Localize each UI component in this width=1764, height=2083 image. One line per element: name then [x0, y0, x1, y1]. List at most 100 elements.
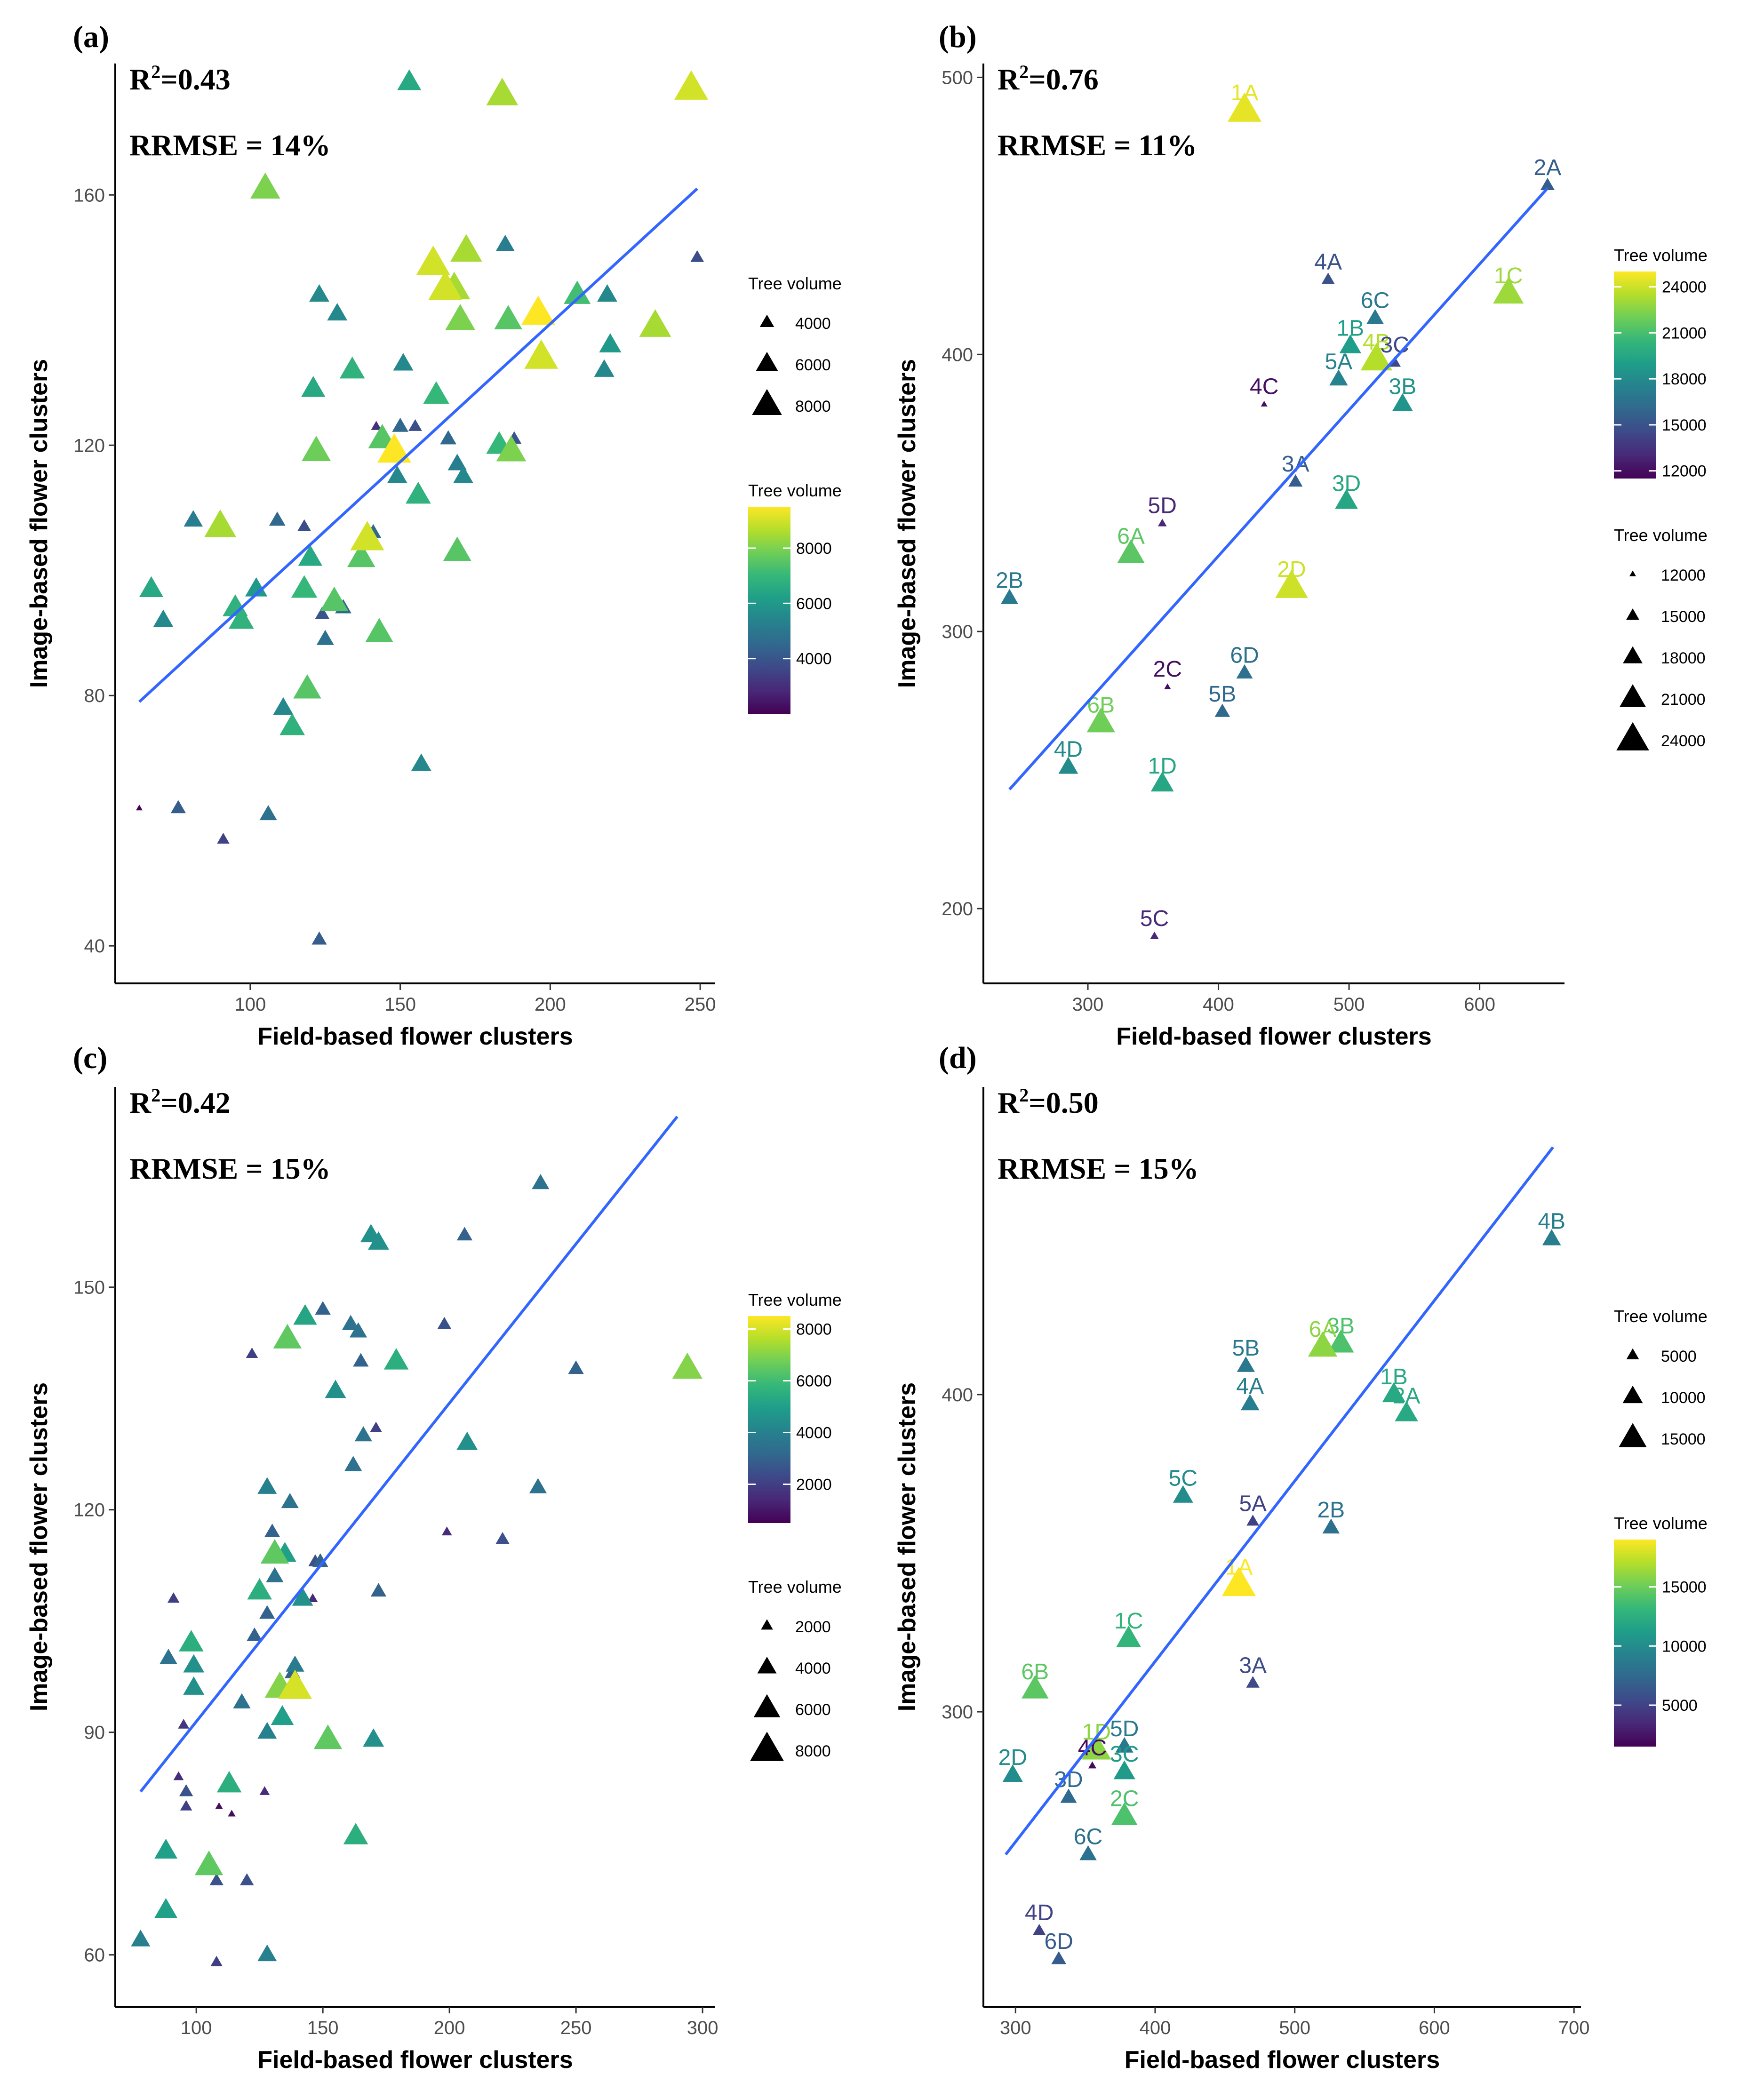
colorbar [1614, 1540, 1656, 1747]
colorbar-label: 6000 [796, 1373, 832, 1390]
data-point [408, 419, 422, 431]
data-point [233, 1693, 251, 1708]
y-tick-label: 120 [73, 435, 105, 456]
data-point [257, 1722, 277, 1739]
data-point [136, 805, 143, 811]
point-label: 5B [1209, 682, 1237, 707]
data-point [597, 284, 617, 302]
legend-size: Tree volume 5000 10000 15000 [1614, 1307, 1708, 1448]
data-point [278, 1669, 312, 1699]
point-label: 6C [1361, 288, 1389, 313]
point-label: 5A [1239, 1492, 1267, 1516]
data-point [344, 1456, 362, 1471]
y-axis-title: Image-based flower clusters [25, 1382, 53, 1711]
point-label: 3A [1239, 1653, 1267, 1678]
data-point [257, 1944, 277, 1962]
data-point [1308, 1331, 1338, 1357]
colorbar-label: 2000 [796, 1476, 832, 1494]
data-point [209, 1873, 223, 1885]
legend-size-label: 4000 [795, 315, 831, 333]
panel-label: (d) [939, 1041, 977, 1075]
data-point [216, 1771, 242, 1793]
r2-annotation: R2=0.50 [998, 1085, 1099, 1119]
y-tick-label: 40 [84, 936, 105, 957]
data-point [210, 1955, 223, 1966]
x-tick-label: 300 [1000, 2018, 1031, 2038]
point-label: 5C [1169, 1466, 1197, 1491]
data-point [325, 1380, 346, 1398]
colorbar-label: 8000 [796, 1321, 832, 1339]
point-label: 1C [1494, 263, 1523, 288]
legend-size-label: 8000 [795, 1742, 831, 1760]
x-axis-title: Field-based flower clusters [1125, 2046, 1440, 2074]
point-label: 1B [1336, 316, 1364, 341]
data-point [1002, 1764, 1023, 1782]
legend-size-marker [756, 351, 778, 371]
data-point [495, 1532, 510, 1544]
data-point [1540, 177, 1555, 191]
data-point [257, 1477, 277, 1494]
data-point [428, 271, 463, 300]
data-point [320, 586, 349, 611]
data-point [170, 800, 186, 814]
legend-color-title: Tree volume [748, 1290, 842, 1309]
data-point [441, 1526, 452, 1536]
data-point [228, 607, 254, 629]
regression-line [138, 187, 698, 703]
r2-annotation: R2=0.43 [129, 61, 231, 96]
x-axis-title: Field-based flower clusters [257, 2046, 573, 2074]
data-point [269, 511, 286, 526]
data-point [1150, 931, 1159, 940]
data-point [450, 234, 482, 262]
data-point [1366, 309, 1384, 324]
y-tick-label: 120 [73, 1500, 105, 1521]
point-label: 4D [1054, 737, 1083, 762]
x-tick-label: 200 [434, 2018, 465, 2038]
data-point [599, 333, 622, 352]
data-point [393, 353, 414, 371]
point-label: 3C [1381, 333, 1409, 358]
data-point [1327, 1330, 1354, 1353]
colorbar-label: 6000 [796, 595, 832, 613]
data-point [411, 753, 431, 771]
data-point [486, 78, 519, 105]
point-label: 5D [1148, 494, 1177, 519]
data-point [594, 359, 615, 377]
legend-color-title: Tree volume [1614, 1514, 1708, 1533]
point-label: 2A [1393, 1383, 1421, 1408]
panel-d: (d) 300 400 500 600 700 300 400 Field-based flow… [894, 1041, 1708, 2074]
r2-annotation: R2=0.76 [998, 61, 1099, 96]
legend-size-label: 4000 [795, 1660, 831, 1677]
data-point [297, 519, 311, 531]
data-point [1322, 1518, 1340, 1534]
data-point [1051, 1951, 1067, 1964]
data-point [247, 1627, 263, 1641]
data-point [139, 576, 164, 598]
data-point [307, 1593, 318, 1603]
panel-b: (b) 300 400 500 600 200 300 400 500 Field-based f… [894, 20, 1708, 1050]
data-point [1060, 1788, 1077, 1803]
data-point [1117, 539, 1145, 563]
legend-size-label: 24000 [1661, 732, 1706, 750]
point-label: 2A [1534, 155, 1562, 180]
y-tick-label: 400 [942, 344, 973, 365]
data-point [173, 1771, 184, 1780]
data-point [1240, 1394, 1260, 1411]
data-point [184, 510, 203, 527]
legend-color: Tree volume 24000 21000 18000 15000 12000 [1614, 246, 1708, 480]
data-point [1079, 1845, 1097, 1860]
data-point [246, 1347, 258, 1358]
point-label: 3C [1110, 1742, 1139, 1767]
data-point [672, 1352, 702, 1379]
legend-size-label: 21000 [1661, 691, 1706, 709]
x-tick-label: 150 [307, 2018, 339, 2038]
point-label: 3B [1327, 1314, 1355, 1339]
regression-line [1005, 1146, 1555, 1856]
data-point [1392, 393, 1413, 411]
data-point [564, 280, 591, 304]
x-tick-label: 300 [687, 2018, 718, 2038]
x-tick-label: 200 [535, 994, 566, 1015]
data-point [293, 674, 321, 699]
y-tick-label: 400 [942, 1385, 973, 1405]
